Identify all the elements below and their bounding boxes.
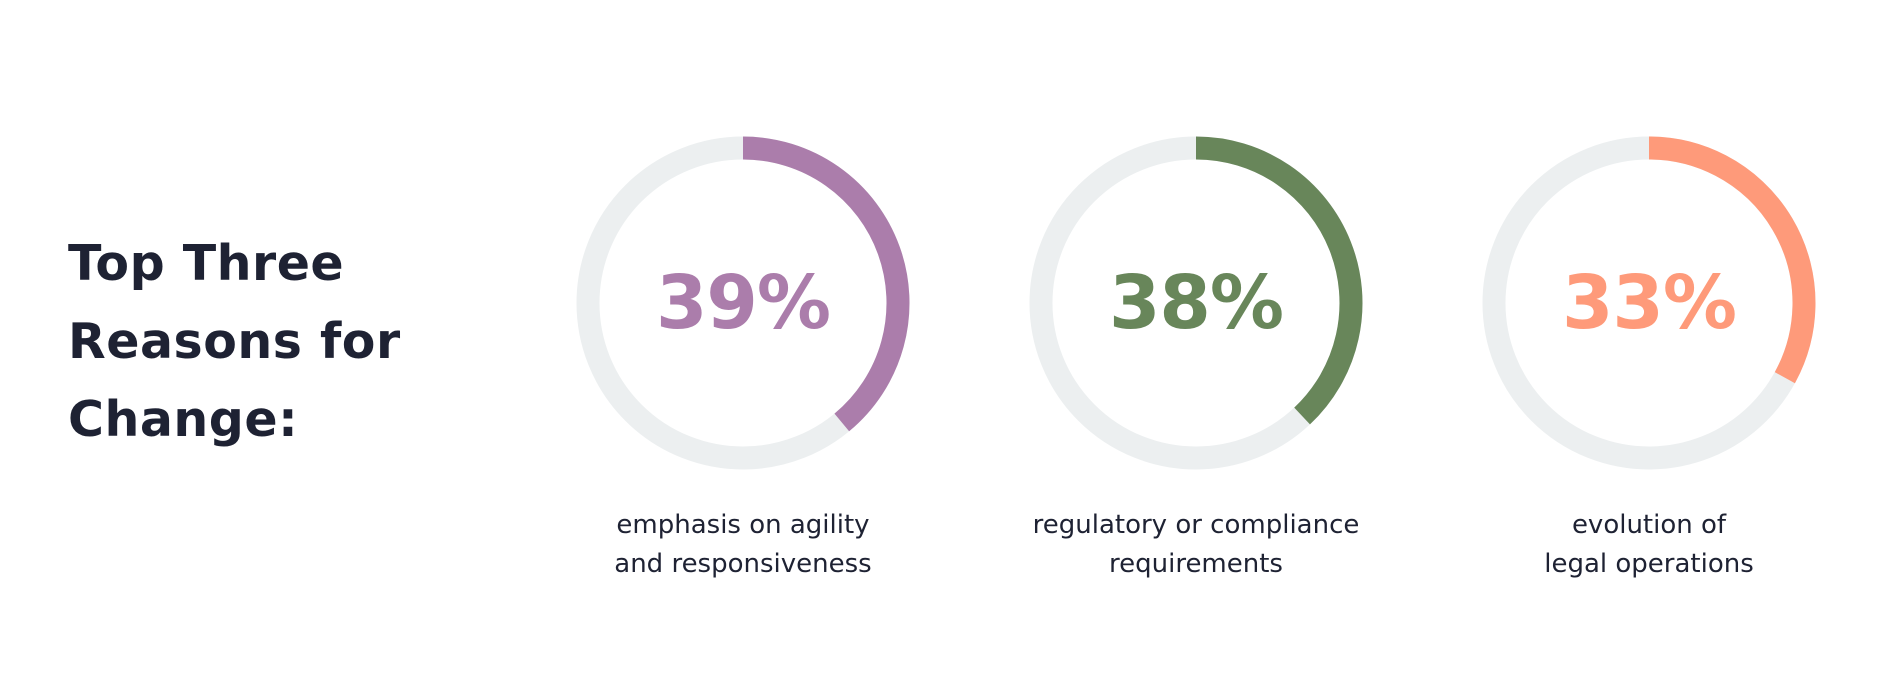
donut-value-1: 39% <box>655 260 831 346</box>
caption-1-line-1: emphasis on agility <box>616 510 870 540</box>
donut-chart-1: 39% <box>576 136 910 470</box>
caption-1-line-2: and responsiveness <box>614 549 872 579</box>
donut-caption-1: emphasis on agility and responsiveness <box>553 506 933 584</box>
donut-arc-1 <box>742 136 910 432</box>
caption-2-line-1: regulatory or compliance <box>1032 510 1360 540</box>
title-line-1: Top Three <box>68 235 345 292</box>
donut-arc-3 <box>1648 136 1816 384</box>
donut-svg-1 <box>576 136 910 470</box>
caption-2-line-2: requirements <box>1109 549 1283 579</box>
donut-caption-3: evolution of legal operations <box>1459 506 1839 584</box>
donut-chart-2: 38% <box>1029 136 1363 470</box>
donut-value-3: 33% <box>1561 260 1737 346</box>
donut-caption-2: regulatory or compliance requirements <box>1006 506 1386 584</box>
caption-3-line-1: evolution of <box>1571 510 1727 540</box>
donut-arc-2 <box>1195 136 1363 425</box>
title-line-2: Reasons for <box>68 313 401 370</box>
donut-value-2: 38% <box>1108 260 1284 346</box>
caption-3-line-2: legal operations <box>1544 549 1754 579</box>
page-title: Top Three Reasons for Change: <box>68 225 448 459</box>
donut-svg-3 <box>1482 136 1816 470</box>
donut-chart-3: 33% <box>1482 136 1816 470</box>
donut-svg-2 <box>1029 136 1363 470</box>
title-line-3: Change: <box>68 391 299 448</box>
